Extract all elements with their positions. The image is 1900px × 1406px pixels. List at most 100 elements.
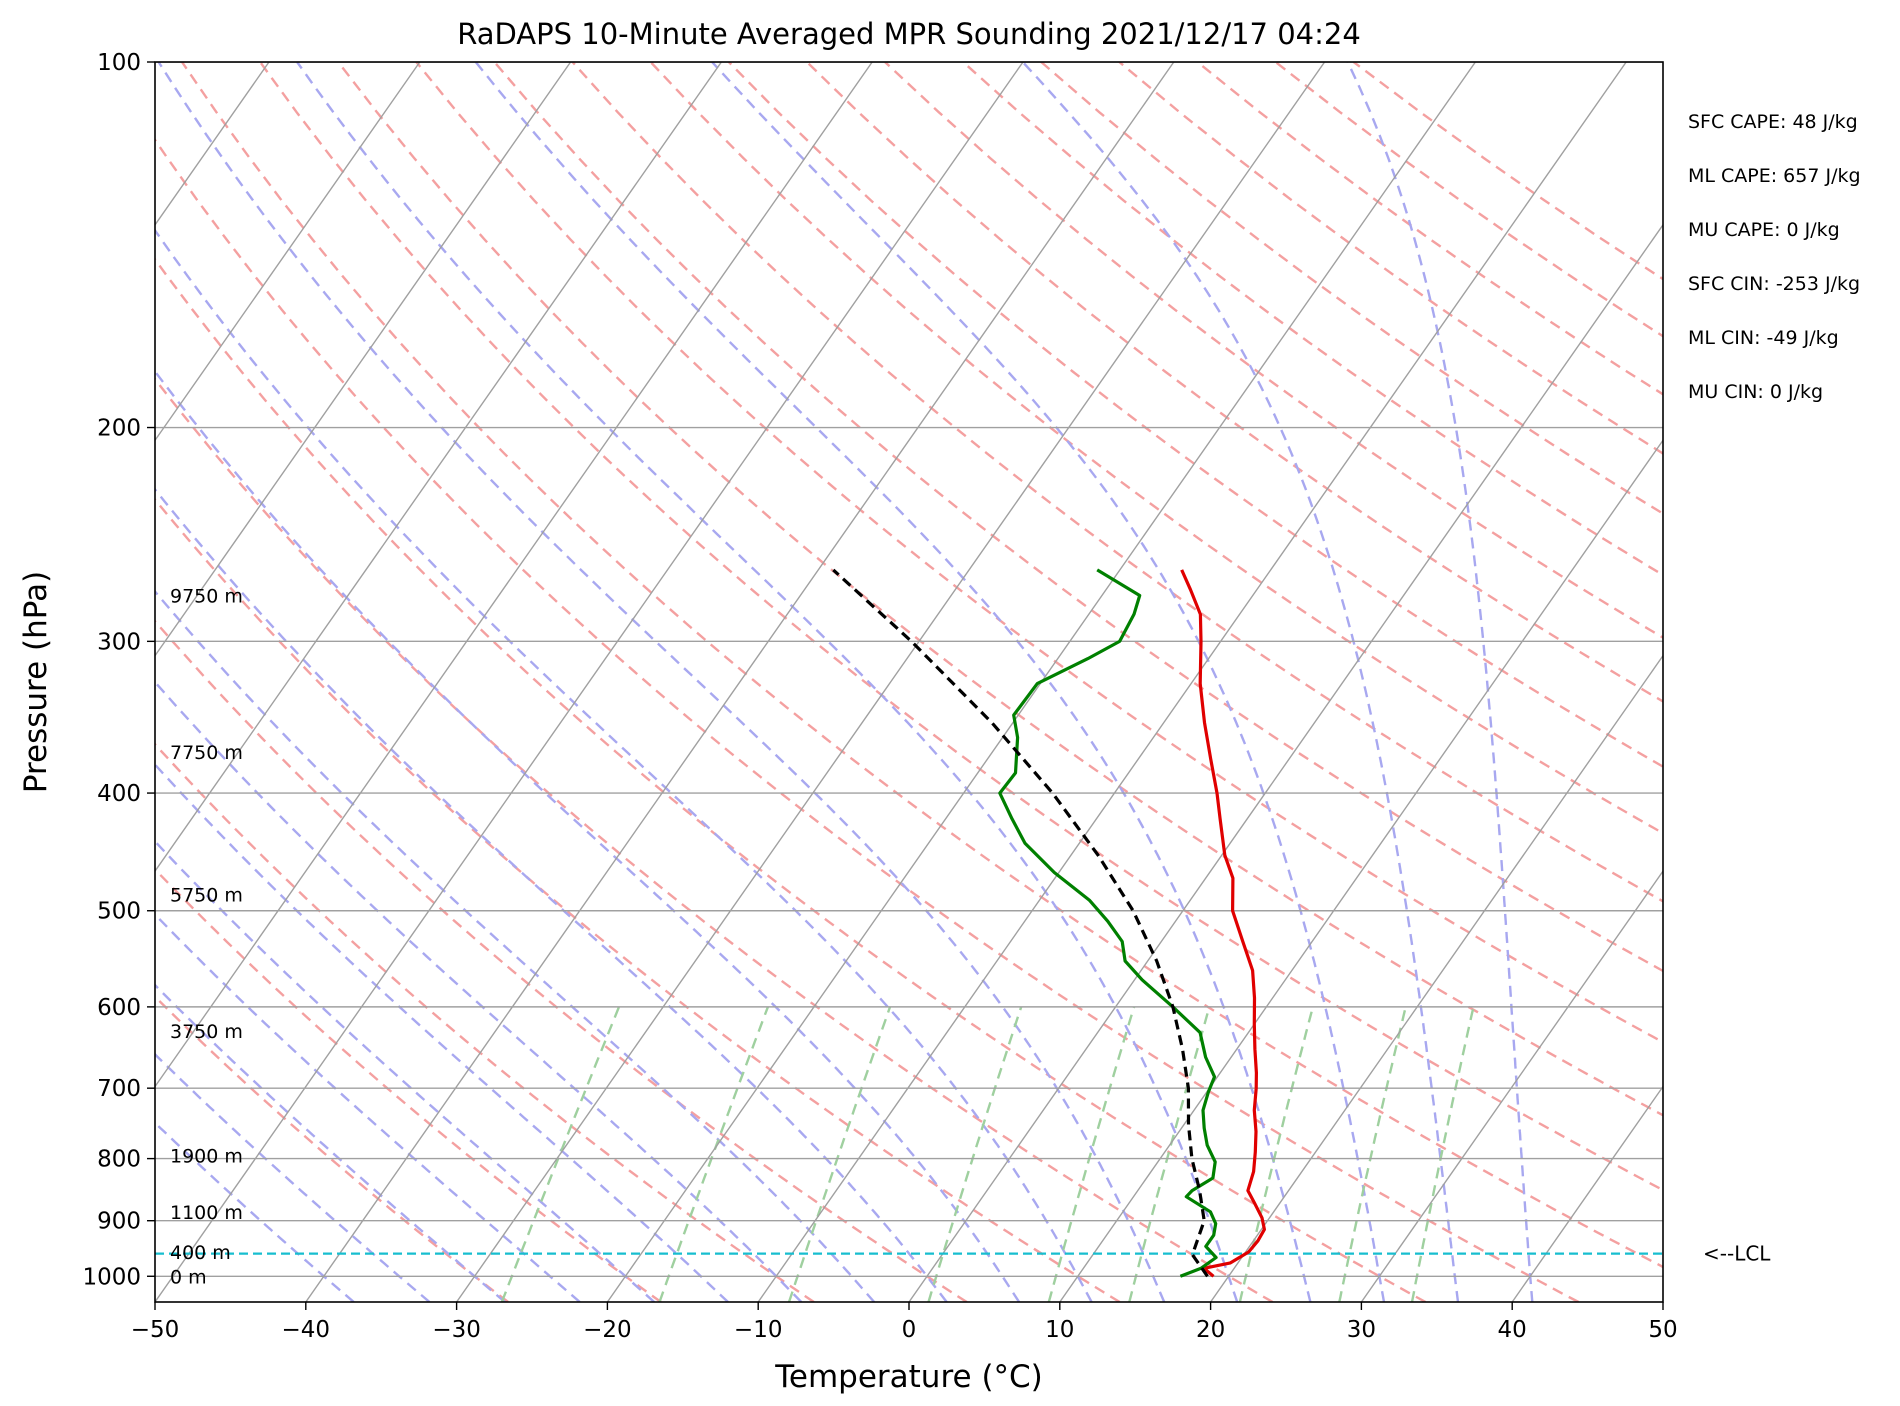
dry-adiabat-line xyxy=(155,137,1580,1302)
moist-adiabat-line xyxy=(155,589,876,1302)
x-tick-label: −20 xyxy=(583,1317,632,1343)
plot-area xyxy=(155,62,1900,1302)
y-tick-label: 700 xyxy=(97,1076,141,1102)
y-tick-label: 1000 xyxy=(82,1264,141,1290)
dry-adiabat-line xyxy=(962,62,1663,577)
y-tick-label: 300 xyxy=(97,629,141,655)
isotherm-line xyxy=(155,62,1024,1302)
parcel-profile-line xyxy=(832,568,1209,1278)
x-tick-label: 0 xyxy=(902,1317,917,1343)
height-label: 3750 m xyxy=(170,1021,243,1043)
isotherm-line xyxy=(1210,654,1663,1302)
moist-adiabat-line xyxy=(155,487,948,1302)
moist-adiabat-line xyxy=(711,62,1386,1302)
dry-adiabat-line xyxy=(884,62,1663,640)
y-tick-label: 200 xyxy=(97,416,141,442)
height-labels: 9750 m 7750 m 5750 m 3750 m 1900 m 1100 m 400 … xyxy=(170,586,243,1289)
y-tick-label: 900 xyxy=(97,1209,141,1235)
annotation-text: SFC CIN: -253 J/kg xyxy=(1688,273,1860,295)
mixing-ratio-line xyxy=(927,1006,1023,1302)
dry-adiabat-line xyxy=(727,62,1663,769)
moist-adiabat-line xyxy=(155,983,506,1302)
mixing-ratio-lines xyxy=(500,1006,1475,1302)
y-axis: 100 200 300 400 500 600 700 800 900 1000 xyxy=(82,50,155,1290)
moist-adiabat-line xyxy=(296,62,1239,1302)
moist-adiabats xyxy=(155,62,1534,1302)
y-tick-label: 100 xyxy=(97,50,141,76)
mixing-ratio-line xyxy=(787,1006,892,1302)
y-axis-label: Pressure (hPa) xyxy=(18,571,54,793)
isotherm-line xyxy=(757,62,1627,1302)
moist-adiabat-line xyxy=(1021,62,1460,1302)
x-tick-label: 20 xyxy=(1196,1317,1225,1343)
isotherms xyxy=(155,62,1900,1302)
moist-adiabat-line xyxy=(157,62,1166,1302)
dry-adiabat-line xyxy=(155,377,1274,1302)
moist-adiabat-line xyxy=(155,839,655,1302)
dry-adiabat-line xyxy=(181,62,1663,1269)
dry-adiabat-line xyxy=(1196,62,1663,396)
cape-cin-annotations: SFC CAPE: 48 J/kg ML CAPE: 657 J/kg MU CAP… xyxy=(1688,111,1861,403)
x-tick-label: −50 xyxy=(131,1317,180,1343)
mixing-ratio-line xyxy=(1338,1006,1407,1302)
dry-adiabat-line xyxy=(155,867,662,1302)
dry-adiabat-line xyxy=(155,995,509,1302)
dry-adiabat-line xyxy=(649,62,1663,835)
y-tick-label: 800 xyxy=(97,1147,141,1173)
mixing-ratio-line xyxy=(500,1006,621,1302)
dry-adiabat-line xyxy=(337,62,1663,1117)
moist-adiabat-line xyxy=(155,680,803,1302)
mixing-ratio-line xyxy=(1410,1006,1475,1302)
annotation-text: MU CAPE: 0 J/kg xyxy=(1688,219,1840,241)
height-label: 0 m xyxy=(170,1266,207,1288)
isotherm-line xyxy=(908,223,1663,1302)
annotation-text: SFC CAPE: 48 J/kg xyxy=(1688,111,1858,133)
moist-adiabat-line xyxy=(155,369,1021,1302)
mixing-ratio-line xyxy=(658,1006,770,1302)
x-tick-label: 10 xyxy=(1045,1317,1074,1343)
mixing-ratio-line xyxy=(1128,1006,1211,1302)
y-tick-label: 400 xyxy=(97,781,141,807)
moist-adiabat-line xyxy=(155,1052,431,1302)
x-tick-label: −40 xyxy=(282,1317,331,1343)
height-label: 9750 m xyxy=(170,586,243,608)
temperature-profile-line xyxy=(1180,569,1267,1278)
moist-adiabat-line xyxy=(155,1121,355,1302)
mixing-ratio-line xyxy=(1238,1006,1315,1302)
dry-adiabat-line xyxy=(155,497,1121,1302)
isotherm-line xyxy=(456,62,1326,1302)
isotherm-line xyxy=(1662,1300,1663,1302)
annotation-text: MU CIN: 0 J/kg xyxy=(1688,381,1823,403)
moist-adiabat-line xyxy=(474,62,1312,1302)
isotherm-line xyxy=(1511,1085,1663,1302)
isotherm-line xyxy=(1059,439,1663,1302)
x-axis: −50 −40 −30 −20 −10 0 10 20 30 40 50 xyxy=(131,1302,1678,1343)
height-label: 400 m xyxy=(170,1242,231,1264)
isotherm-line xyxy=(305,62,1175,1302)
isobars xyxy=(155,62,1663,1277)
plot-frame xyxy=(154,61,1664,1303)
isotherm-line xyxy=(155,62,572,657)
x-tick-label: −30 xyxy=(432,1317,481,1343)
isotherm-line xyxy=(1360,869,1663,1302)
height-label: 1900 m xyxy=(170,1145,243,1167)
annotation-text: ML CAPE: 657 J/kg xyxy=(1688,165,1861,187)
moist-adiabat-line xyxy=(155,762,729,1302)
dry-adiabat-line xyxy=(1274,62,1663,338)
isotherm-line xyxy=(155,62,873,1088)
isotherm-line xyxy=(1814,62,1900,1302)
dry-adiabat-line xyxy=(806,62,1663,703)
x-tick-label: −10 xyxy=(734,1317,783,1343)
moist-adiabat-line xyxy=(1346,62,1534,1302)
isotherm-line xyxy=(155,62,722,873)
dry-adiabat-line xyxy=(571,62,1663,903)
height-label: 5750 m xyxy=(170,885,243,907)
dry-adiabat-line xyxy=(493,62,1663,973)
y-tick-label: 500 xyxy=(97,899,141,925)
dry-adiabat-line xyxy=(1118,62,1663,455)
x-tick-label: 50 xyxy=(1648,1317,1677,1343)
series-group xyxy=(832,568,1267,1278)
moist-adiabat-line xyxy=(155,228,1093,1302)
mixing-ratio-line xyxy=(1047,1006,1136,1302)
